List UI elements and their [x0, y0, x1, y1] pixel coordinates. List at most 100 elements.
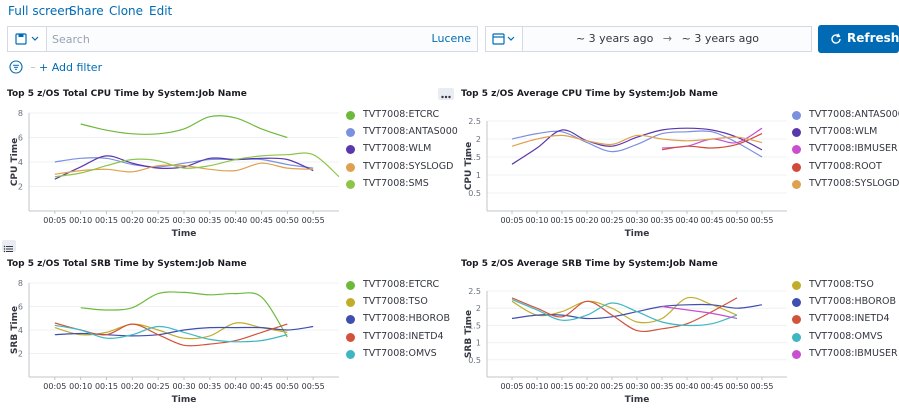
legend-label: TVT7008:TSO — [363, 296, 428, 308]
legend: TVT7008:ANTAS000 TVT7008:WLM TVT7008:IBMUS… — [792, 109, 899, 219]
series-line[interactable] — [80, 115, 288, 139]
add-filter-link[interactable]: + Add filter — [39, 61, 103, 74]
y-tick-label: 8 — [18, 109, 23, 118]
x-tick-label: 00:10 — [525, 216, 548, 225]
legend-toggle-icon[interactable] — [2, 240, 16, 253]
series-line[interactable] — [511, 297, 738, 333]
filter-icon[interactable] — [9, 60, 23, 74]
legend-label: TVT7008:HBOROB — [809, 296, 897, 308]
y-tick-label: 0.5 — [468, 189, 481, 198]
share-link[interactable]: Share — [69, 4, 104, 18]
legend-label: TVT7008:HBOROB — [363, 313, 451, 325]
legend-swatch — [792, 332, 801, 342]
x-tick-label: 00:50 — [276, 382, 299, 391]
legend-swatch — [346, 145, 355, 155]
y-tick-label: 2 — [18, 350, 23, 359]
clone-link[interactable]: Clone — [109, 4, 144, 18]
legend: TVT7008:TSO TVT7008:HBOROB TVT7008:INETD4 T… — [792, 279, 898, 389]
x-tick-label: 00:15 — [95, 382, 118, 391]
panel-total-srb: Top 5 z/OS Total SRB Time by System:Job … — [7, 259, 451, 410]
legend-swatch — [792, 111, 801, 120]
series-line[interactable] — [54, 324, 288, 343]
y-tick-label: 1.5 — [468, 153, 481, 162]
x-tick-label: 00:35 — [198, 216, 221, 225]
series-line[interactable] — [511, 134, 763, 147]
legend-label: TVT7008:ETCRC — [363, 109, 440, 120]
x-tick-label: 00:55 — [302, 216, 325, 225]
calendar-icon — [492, 33, 515, 45]
series-line[interactable] — [511, 127, 763, 165]
series-line[interactable] — [54, 155, 314, 180]
time-end[interactable]: ~ 3 years ago — [681, 32, 760, 45]
series-line[interactable] — [54, 322, 288, 340]
date-quick-menu-button[interactable] — [486, 27, 523, 51]
full-screen-link[interactable]: Full screen — [8, 4, 73, 18]
legend-swatch — [792, 281, 801, 290]
y-tick-label: 4 — [18, 158, 23, 167]
x-tick-label: 00:30 — [625, 382, 648, 391]
chevron-down-icon — [31, 36, 39, 41]
series-line[interactable] — [54, 152, 340, 178]
series-line[interactable] — [80, 291, 288, 338]
series-line[interactable] — [511, 296, 738, 324]
y-tick-label: 2 — [476, 304, 481, 313]
time-range[interactable]: ~ 3 years ago → ~ 3 years ago — [524, 32, 811, 45]
refresh-button[interactable]: Refresh — [818, 25, 899, 53]
x-tick-label: 00:15 — [550, 216, 573, 225]
series-line[interactable] — [661, 127, 763, 149]
x-tick-label: 00:15 — [550, 382, 573, 391]
legend-swatch — [792, 179, 801, 189]
legend-label: TVT7008:ANTAS000 — [809, 109, 899, 120]
x-tick-label: 00:25 — [147, 382, 170, 391]
y-tick-label: 2.5 — [468, 117, 481, 126]
y-tick-label: 2.5 — [468, 287, 481, 296]
x-tick-label: 00:20 — [121, 382, 144, 391]
series-line[interactable] — [54, 162, 314, 175]
legend-swatch — [346, 111, 355, 120]
panel-options-icon[interactable] — [438, 88, 454, 100]
x-tick-label: 00:35 — [198, 382, 221, 391]
chart-avg-srb: 0.511.522.500:05 00:10 00:15 00:20 00:25 00:3… — [464, 287, 787, 405]
series-line[interactable] — [661, 305, 738, 320]
series-line[interactable] — [511, 299, 738, 327]
x-axis-label: Time — [172, 395, 197, 405]
y-tick-label: 1 — [476, 339, 481, 348]
search-input[interactable]: Search — [52, 33, 90, 46]
x-tick-label: 00:20 — [121, 216, 144, 225]
x-tick-label: 00:45 — [250, 382, 273, 391]
legend-label: TVT7008:ANTAS000 — [363, 126, 458, 138]
panel-title: Top 5 z/OS Total CPU Time by System:Job … — [7, 89, 247, 99]
legend-label: TVT7008:TSO — [809, 279, 874, 290]
x-tick-label: 00:15 — [95, 216, 118, 225]
arrow-right-icon: → — [662, 32, 673, 45]
panel-title: Top 5 z/OS Average CPU Time by System:Jo… — [461, 89, 718, 99]
edit-link[interactable]: Edit — [149, 4, 173, 18]
y-tick-label: 8 — [18, 279, 23, 288]
x-tick-label: 00:05 — [43, 382, 66, 391]
series-line[interactable] — [54, 322, 288, 347]
x-tick-label: 00:40 — [224, 216, 247, 225]
x-tick-label: 00:20 — [575, 216, 598, 225]
legend-swatch — [792, 349, 801, 359]
legend-swatch — [792, 145, 801, 155]
refresh-icon — [831, 33, 841, 44]
panel-title: Top 5 z/OS Total SRB Time by System:Job … — [7, 259, 247, 269]
legend-label: TVT7008:SMS — [363, 177, 429, 189]
x-tick-label: 00:55 — [750, 382, 773, 391]
legend-swatch — [792, 162, 801, 172]
y-tick-label: 6 — [18, 303, 23, 312]
series-line[interactable] — [511, 130, 763, 158]
x-tick-label: 00:30 — [172, 216, 195, 225]
query-language-button[interactable]: Lucene — [431, 32, 471, 45]
legend-swatch — [792, 315, 801, 325]
series-line[interactable] — [661, 133, 763, 151]
x-tick-label: 00:35 — [650, 216, 673, 225]
legend-swatch — [346, 332, 355, 342]
legend-swatch — [346, 179, 355, 189]
legend-label: TVT7008:INETD4 — [809, 313, 890, 325]
legend-swatch — [346, 162, 355, 172]
saved-queries-button[interactable] — [8, 27, 47, 51]
time-start[interactable]: ~ 3 years ago — [575, 32, 654, 45]
